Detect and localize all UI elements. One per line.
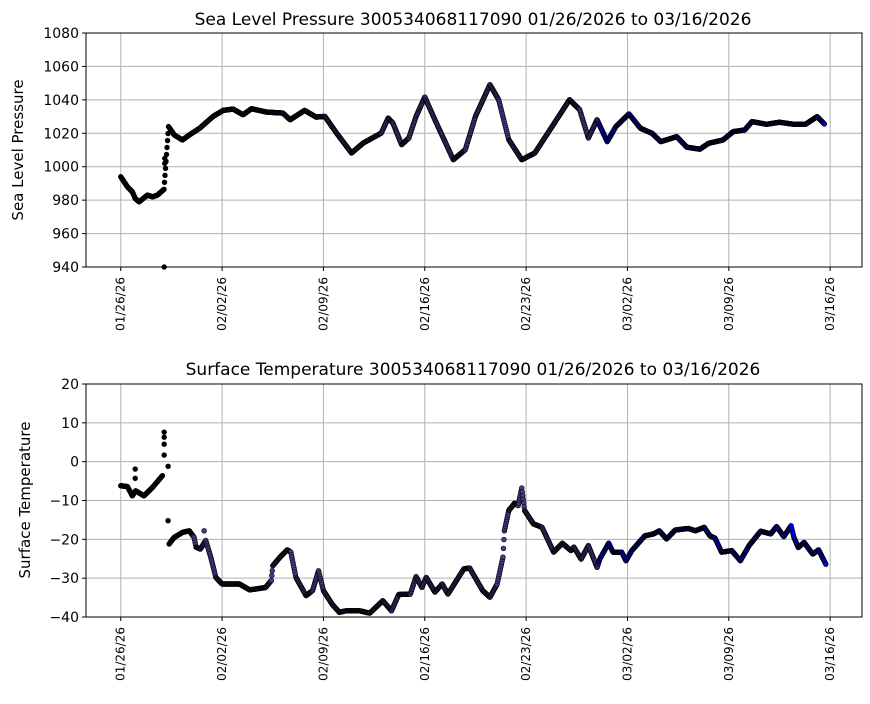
y-tick-label: −40	[49, 610, 79, 626]
x-tick-label: 02/16/26	[418, 277, 432, 331]
data-point	[201, 528, 207, 534]
data-points	[118, 81, 828, 270]
data-point	[161, 434, 167, 440]
data-point	[161, 441, 167, 447]
y-tick-label: 20	[61, 377, 79, 393]
data-point	[269, 572, 275, 579]
y-axis-label: Sea Level Pressure	[9, 79, 27, 220]
y-tick-label: −20	[49, 532, 79, 548]
grid	[86, 383, 862, 618]
sea-level-pressure-chart: Sea Level Pressure 300534068117090 01/26…	[9, 10, 863, 331]
data-point	[161, 429, 167, 435]
chart-title: Surface Temperature 300534068117090 01/2…	[186, 360, 761, 380]
x-tick-label: 02/09/26	[316, 627, 330, 681]
x-tick-label: 03/02/26	[620, 627, 634, 681]
data-points	[118, 429, 829, 616]
data-point	[500, 545, 507, 552]
data-point	[162, 160, 168, 167]
y-tick-label: 10	[61, 416, 79, 432]
data-point	[162, 165, 169, 172]
y-tick-label: 940	[52, 260, 79, 276]
data-point	[268, 577, 275, 584]
x-tick-label: 03/09/26	[722, 277, 736, 331]
x-tick-label: 02/16/26	[418, 627, 432, 681]
x-tick-label: 02/02/26	[215, 277, 229, 331]
x-tick-label: 03/16/26	[823, 627, 837, 681]
data-point	[821, 121, 828, 127]
y-tick-label: 1000	[43, 160, 79, 176]
data-point	[132, 466, 138, 472]
data-point	[162, 172, 168, 179]
data-point	[161, 179, 168, 186]
grid	[86, 32, 862, 268]
x-tick-label: 03/09/26	[722, 627, 736, 681]
data-point	[165, 463, 171, 470]
data-point	[269, 567, 275, 574]
x-tick-label: 02/09/26	[316, 277, 330, 331]
data-point	[164, 144, 170, 151]
chart-title: Sea Level Pressure 300534068117090 01/26…	[195, 10, 752, 30]
y-tick-label: 0	[70, 455, 79, 471]
data-point	[161, 186, 167, 192]
x-tick-label: 01/26/26	[114, 277, 128, 331]
y-tick-label: 1060	[43, 59, 79, 75]
data-point	[132, 475, 138, 482]
y-tick-label: −30	[49, 571, 79, 587]
surface-temperature-chart: Surface Temperature 300534068117090 01/2…	[16, 360, 863, 681]
y-tick-label: 1080	[43, 26, 79, 42]
y-tick-label: −10	[49, 494, 79, 510]
x-tick-label: 03/16/26	[823, 277, 837, 331]
data-point	[501, 536, 507, 543]
x-tick-label: 02/23/26	[519, 627, 533, 681]
axes-frame	[85, 32, 863, 268]
y-tick-label: 1020	[43, 126, 79, 142]
data-point	[161, 452, 167, 458]
data-point	[162, 155, 168, 162]
x-tick-label: 02/02/26	[215, 627, 229, 681]
data-point	[164, 137, 171, 144]
x-tick-label: 03/02/26	[620, 277, 634, 331]
y-tick-label: 980	[52, 193, 79, 209]
x-tick-label: 02/23/26	[519, 277, 533, 331]
y-axis-label: Surface Temperature	[16, 422, 34, 579]
x-tick-label: 01/26/26	[114, 627, 128, 681]
y-tick-label: 960	[52, 227, 79, 243]
data-point	[500, 554, 506, 560]
data-point	[159, 472, 166, 479]
y-tick-label: 1040	[43, 93, 79, 109]
data-point	[823, 561, 829, 567]
data-point	[165, 517, 171, 524]
